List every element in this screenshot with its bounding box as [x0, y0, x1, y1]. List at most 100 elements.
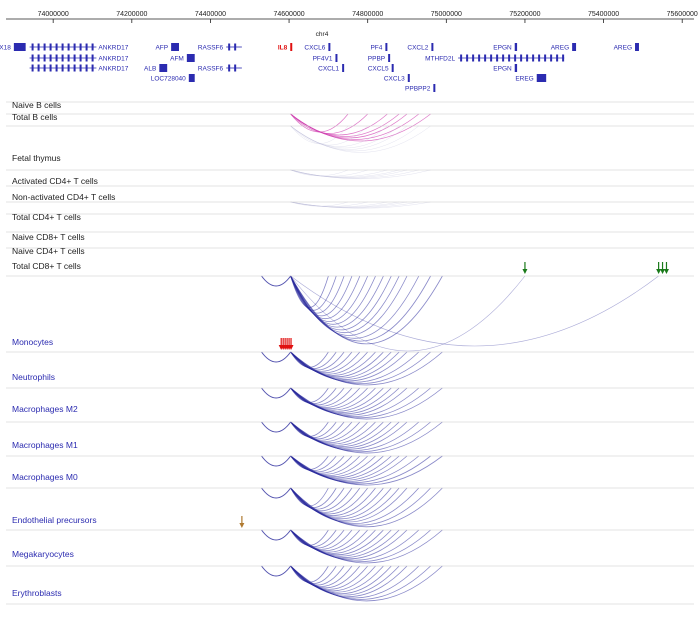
- interaction-arcs: [261, 113, 659, 602]
- gene[interactable]: IL8: [278, 43, 293, 52]
- gene[interactable]: ALB: [144, 64, 168, 73]
- gene-exon: [228, 43, 231, 51]
- gene-block: [342, 64, 345, 72]
- arrow-head: [288, 345, 294, 350]
- track-arcs: [261, 387, 443, 420]
- axis-tick-label: 74800000: [352, 11, 383, 18]
- gene-exon: [228, 64, 231, 72]
- gene-label: AREG: [551, 45, 569, 52]
- gene-exon: [31, 64, 34, 72]
- gene-label: ANKRD17: [98, 66, 128, 73]
- arrow-head: [239, 523, 245, 528]
- gene-exon: [234, 43, 237, 51]
- gene[interactable]: MTHFD2L: [425, 54, 565, 63]
- gene-exon: [43, 64, 46, 72]
- gene-block: [188, 74, 195, 82]
- gene[interactable]: CXCL6: [304, 43, 331, 52]
- gene-label: EPGN: [493, 45, 512, 52]
- gene-exon: [79, 54, 82, 62]
- gene-exon: [43, 54, 46, 62]
- gene-exon: [496, 54, 499, 62]
- anchor-arrow: [288, 338, 294, 350]
- gene-exon: [73, 43, 76, 51]
- interaction-arc: [261, 275, 292, 287]
- gene-exon: [550, 54, 553, 62]
- gene[interactable]: CXCL3: [384, 74, 410, 83]
- gene-label: MTHFD2L: [425, 56, 455, 63]
- gene-label: CXCL6: [304, 45, 325, 52]
- gene-label: EREG: [515, 76, 533, 83]
- track-separators: [6, 101, 694, 605]
- gene-label: ANKRD17: [98, 56, 128, 63]
- gene[interactable]: ANKRD17: [29, 54, 129, 63]
- track-arcs: [261, 351, 443, 386]
- track-label: Naive CD4+ T cells: [12, 246, 85, 256]
- axis-tick-label: 74200000: [116, 11, 147, 18]
- gene-label: COX18: [0, 45, 11, 52]
- gene[interactable]: EPGN: [493, 64, 518, 73]
- gene[interactable]: ANKRD17: [29, 64, 129, 73]
- gene[interactable]: CXCL5: [368, 64, 394, 73]
- gene-exon: [514, 54, 517, 62]
- gene-exon: [37, 64, 40, 72]
- interaction-arc: [290, 529, 443, 564]
- gene-block: [159, 64, 168, 72]
- gene[interactable]: PPBPP2: [405, 84, 436, 93]
- gene-exon: [67, 43, 70, 51]
- gene-label: CXCL3: [384, 76, 405, 83]
- gene-exon: [49, 54, 52, 62]
- interaction-arc: [290, 125, 368, 146]
- gene[interactable]: LOC728040: [151, 74, 195, 83]
- gene[interactable]: CXCL2: [407, 43, 434, 52]
- gene-block: [635, 43, 639, 51]
- gene-exon: [538, 54, 541, 62]
- interaction-arc: [290, 169, 368, 177]
- track-label: Naive CD8+ T cells: [12, 232, 85, 242]
- gene-block: [171, 43, 179, 51]
- gene[interactable]: RASSF6: [198, 64, 242, 73]
- axis-tick-label: 74400000: [195, 11, 226, 18]
- interaction-arc: [261, 565, 292, 577]
- gene[interactable]: EREG: [515, 74, 547, 83]
- gene[interactable]: PPBP: [368, 54, 391, 63]
- gene[interactable]: PF4V1: [313, 54, 338, 63]
- interaction-arc: [290, 275, 443, 345]
- gene[interactable]: EPGN: [493, 43, 518, 52]
- anchor-arrow: [656, 262, 662, 274]
- gene-exon: [556, 54, 559, 62]
- interaction-arc: [290, 565, 443, 602]
- gene[interactable]: PF4: [370, 43, 388, 52]
- gene-label: AFP: [155, 45, 168, 52]
- gene-exon: [55, 64, 58, 72]
- gene[interactable]: RASSF6: [198, 43, 242, 52]
- interaction-arc: [290, 387, 443, 420]
- gene[interactable]: AREG: [551, 43, 577, 52]
- gene[interactable]: AFM: [170, 54, 195, 63]
- track-arcs: [290, 125, 431, 153]
- anchor-arrow: [660, 262, 666, 274]
- axis-tick-label: 75600000: [667, 11, 698, 18]
- interaction-arc: [261, 421, 292, 433]
- axis-tick-label: 75200000: [509, 11, 540, 18]
- gene-exon: [85, 43, 88, 51]
- interaction-arc: [290, 455, 443, 486]
- gene-exon: [91, 54, 94, 62]
- gene-block: [186, 54, 195, 62]
- gene[interactable]: CXCL1: [318, 64, 345, 73]
- gene[interactable]: ANKRD17: [29, 43, 129, 52]
- track-label: Macrophages M1: [12, 440, 78, 450]
- interaction-arc: [290, 125, 349, 144]
- track-arcs: [261, 275, 659, 352]
- gene-label: PPBP: [368, 56, 385, 63]
- arrow-head: [663, 269, 669, 274]
- track-arcs: [261, 455, 443, 486]
- gene[interactable]: COX18: [0, 43, 26, 52]
- gene[interactable]: AREG: [614, 43, 639, 52]
- gene-block: [431, 43, 434, 51]
- track-label: Monocytes: [12, 337, 53, 347]
- gene-exon: [31, 43, 34, 51]
- interaction-arc: [261, 455, 292, 467]
- interaction-arc: [261, 487, 292, 499]
- gene[interactable]: AFP: [155, 43, 179, 52]
- gene-label: EPGN: [493, 66, 512, 73]
